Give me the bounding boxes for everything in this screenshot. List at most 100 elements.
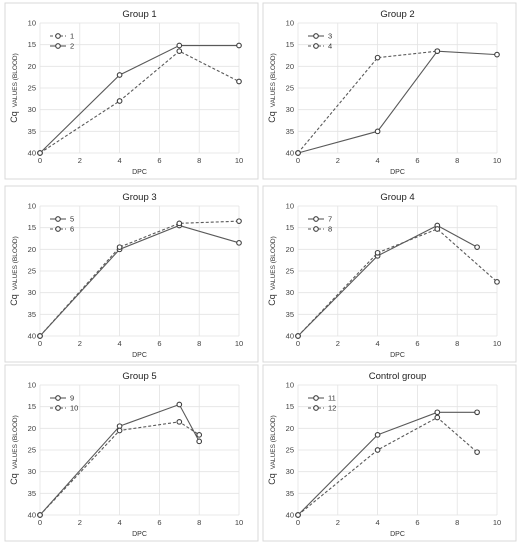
x-tick-label: 8 <box>197 339 201 348</box>
legend-marker-11 <box>313 395 319 401</box>
x-tick-label: 0 <box>296 518 300 527</box>
y-tick-label: 40 <box>28 332 36 341</box>
data-point-series-2 <box>236 42 242 49</box>
y-tick-label: 30 <box>28 467 36 476</box>
panel-frame <box>262 185 517 363</box>
series-line-6 <box>39 220 240 337</box>
y-axis-title: Cq VALUES (BLOOD) <box>267 53 277 123</box>
chart-panel: 10 15 20 25 30 35 400 2 4 6 8 10 Group 4 DPC Cq VALUES … <box>262 185 517 363</box>
y-axis-title: Cq VALUES (BLOOD) <box>267 415 277 485</box>
panel-frame <box>262 364 517 542</box>
x-tick-label: 8 <box>197 518 201 527</box>
y-tick-label: 15 <box>286 223 294 232</box>
data-point-series-10 <box>196 431 203 438</box>
data-point-series-2 <box>116 72 123 78</box>
y-axis-title-main: Cq <box>9 111 19 123</box>
x-tick-label: 10 <box>235 156 243 165</box>
legend-label: 12 <box>328 404 336 413</box>
legend-label: 4 <box>328 42 332 51</box>
x-tick-label: 0 <box>38 518 42 527</box>
y-axis-title: Cq VALUES (BLOOD) <box>267 236 277 306</box>
legend-label: 10 <box>70 404 78 413</box>
y-tick-label: 20 <box>28 245 36 254</box>
x-tick-label: 0 <box>296 339 300 348</box>
chart-panel: 10 15 20 25 30 35 400 2 4 6 8 10 Group 3 DPC Cq VALUES … <box>4 185 259 363</box>
y-axis-title-sub: VALUES (BLOOD) <box>270 236 277 290</box>
x-tick-label: 0 <box>296 156 300 165</box>
x-tick-label: 0 <box>38 156 42 165</box>
legend-marker-3 <box>313 33 319 39</box>
data-point-series-12 <box>374 447 381 453</box>
y-tick-label: 20 <box>286 245 294 254</box>
y-tick-label: 20 <box>28 62 36 71</box>
chart-title: Group 2 <box>380 9 414 20</box>
data-point-series-8 <box>374 249 381 256</box>
x-tick-label: 6 <box>415 339 419 348</box>
data-point-series-8 <box>494 278 500 285</box>
data-point-series-6 <box>37 333 43 339</box>
y-tick-label: 30 <box>286 467 294 476</box>
legend-marker-4 <box>313 43 319 49</box>
y-tick-label: 20 <box>28 424 36 433</box>
data-point-series-9 <box>196 438 203 445</box>
y-tick-label: 40 <box>286 511 294 520</box>
data-point-series-2 <box>176 42 183 49</box>
series-line-3 <box>297 50 498 154</box>
data-point-series-10 <box>176 418 183 425</box>
x-tick-label: 8 <box>455 518 459 527</box>
y-tick-label: 40 <box>28 149 36 158</box>
data-point-series-5 <box>236 239 242 246</box>
data-point-series-4 <box>374 54 381 61</box>
x-tick-label: 4 <box>118 518 122 527</box>
y-axis-title: Cq VALUES (BLOOD) <box>9 415 19 485</box>
chart-panel: 10 15 20 25 30 35 400 2 4 6 8 10 Group 5 DPC Cq VALUES … <box>4 364 259 542</box>
y-axis-title-main: Cq <box>9 473 19 485</box>
y-tick-label: 25 <box>286 84 294 93</box>
y-tick-label: 20 <box>286 424 294 433</box>
y-tick-label: 35 <box>286 310 294 319</box>
y-tick-label: 10 <box>28 202 36 211</box>
x-tick-label: 2 <box>78 518 82 527</box>
y-tick-label: 15 <box>286 402 294 411</box>
legend-marker-1 <box>55 33 61 39</box>
panel-frame <box>262 2 517 180</box>
legend-label: 8 <box>328 225 332 234</box>
y-tick-label: 35 <box>28 489 36 498</box>
series-line-4 <box>297 50 438 154</box>
y-tick-label: 30 <box>28 105 36 114</box>
chart-title: Group 1 <box>122 9 156 20</box>
x-tick-label: 10 <box>493 156 501 165</box>
panel-frame <box>4 364 259 542</box>
y-tick-label: 25 <box>28 84 36 93</box>
panel-frame <box>4 185 259 363</box>
x-tick-label: 0 <box>38 339 42 348</box>
legend-label: 11 <box>328 394 336 403</box>
x-tick-label: 10 <box>235 339 243 348</box>
legend-label: 9 <box>70 394 74 403</box>
legend-label: 1 <box>70 32 74 41</box>
legend-label: 6 <box>70 225 74 234</box>
x-tick-label: 4 <box>376 518 380 527</box>
y-axis-title-main: Cq <box>9 294 19 306</box>
legend-marker-8 <box>313 226 319 232</box>
x-tick-label: 2 <box>78 339 82 348</box>
y-tick-label: 10 <box>28 19 36 28</box>
data-point-series-11 <box>474 409 480 416</box>
y-tick-label: 10 <box>286 19 294 28</box>
x-axis-title: DPC <box>390 531 405 538</box>
x-tick-label: 10 <box>493 518 501 527</box>
y-axis-title-sub: VALUES (BLOOD) <box>12 53 19 107</box>
data-point-series-8 <box>434 226 441 232</box>
x-tick-label: 2 <box>336 156 340 165</box>
x-tick-label: 6 <box>415 518 419 527</box>
series-line-10 <box>39 421 200 516</box>
y-tick-label: 40 <box>286 332 294 341</box>
y-axis-title-main: Cq <box>267 111 277 123</box>
data-point-series-6 <box>176 220 183 227</box>
x-tick-label: 4 <box>376 156 380 165</box>
legend-label: 7 <box>328 215 332 224</box>
data-point-series-8 <box>295 333 301 339</box>
series-line-1 <box>39 50 240 154</box>
y-tick-label: 25 <box>28 446 36 455</box>
